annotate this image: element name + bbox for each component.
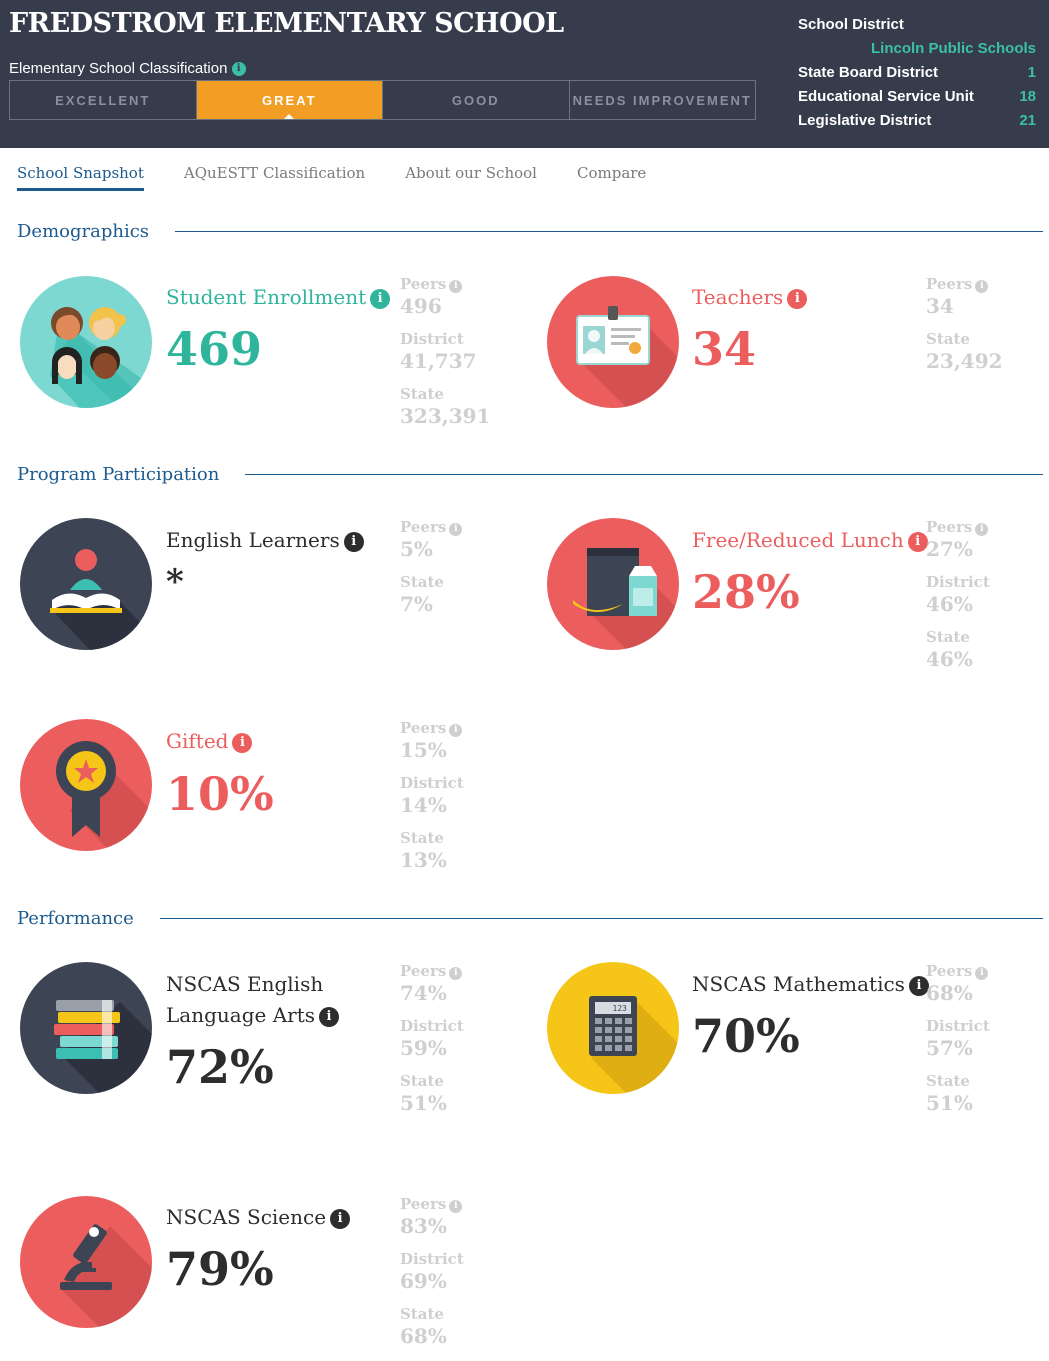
math-value: 70% [692,1009,800,1063]
school-district-link[interactable]: Lincoln Public Schools [870,39,1036,57]
lunch-bag-icon [547,518,679,650]
award-ribbon-icon [20,719,152,851]
ela-value: 72% [166,1040,274,1094]
info-icon[interactable]: i [343,532,364,552]
teachers-value: 34 [692,322,757,376]
student-enrollment-value: 469 [166,322,263,376]
state-board-row: State Board District 1 [798,63,1036,81]
info-icon[interactable]: i [232,733,253,753]
info-icon[interactable]: i [449,967,463,980]
info-icon[interactable]: i [319,1007,339,1027]
rating-needs-improvement: NEEDS IMPROVEMENT [572,92,752,108]
info-icon[interactable]: i [907,532,928,552]
info-icon[interactable]: i [370,289,391,309]
rating-excellent: EXCELLENT [10,81,197,119]
science-value: 79% [166,1242,274,1296]
info-icon[interactable]: i [449,280,463,293]
ela-title: NSCAS English Language Arts i [166,969,339,1031]
info-icon[interactable]: i [908,976,929,996]
info-icon[interactable]: i [449,523,463,536]
performance-header: Performance [17,908,1043,929]
classification-ratings: EXCELLENT GREAT GOOD NEEDS IMPROVEMENT [9,80,756,120]
reader-book-icon [20,518,152,650]
rating-great: GREAT [196,81,383,119]
calculator-display: 123 [613,1004,628,1013]
info-icon[interactable]: i [975,280,989,293]
info-icon[interactable]: i [787,289,808,309]
english-learners-comparison: Peers i 5% State 7% [400,518,463,628]
teachers-title: Teachers i [692,282,808,313]
lunch-comparison: Peers i 27% District 46% State 46% [926,518,990,671]
free-reduced-lunch-title: Free/Reduced Lunch i [692,525,928,556]
info-icon[interactable]: i [449,1200,463,1213]
district-info: School District Lincoln Public Schools S… [798,12,1036,132]
gifted-title: Gifted i [166,726,253,757]
info-icon[interactable]: i [975,967,989,980]
id-badge-icon [547,276,679,408]
rating-good: GOOD [383,81,570,119]
program-participation-header: Program Participation [17,464,1043,485]
calculator-icon: 123 [547,962,679,1094]
science-comparison: Peers i 83% District 69% State 68% [400,1195,464,1348]
microscope-icon [20,1196,152,1328]
english-learners-title: English Learners i [166,525,364,556]
math-comparison: Peers i 68% District 57% State 51% [926,962,990,1115]
science-title: NSCAS Science i [166,1202,351,1233]
tab-school-snapshot[interactable]: School Snapshot [17,164,144,191]
gifted-value: 10% [166,767,274,821]
tab-aquestt-classification[interactable]: AQuESTT Classification [183,164,366,182]
school-district-row: School District [798,15,904,33]
info-icon[interactable]: i [975,523,989,536]
info-icon[interactable]: i [231,62,246,77]
student-enrollment-title: Student Enrollment i [166,282,391,313]
students-icon [20,276,152,408]
tab-bar: School Snapshot AQuESTT Classification A… [17,164,646,191]
free-reduced-lunch-value: 28% [692,565,800,619]
legislative-row: Legislative District 21 [798,111,1036,129]
books-stack-icon [20,962,152,1094]
info-icon[interactable]: i [449,724,463,737]
demographics-header: Demographics [17,221,1043,242]
teachers-comparison: Peers i 34 State 23,492 [926,275,1003,373]
tab-about-our-school[interactable]: About our School [405,164,537,182]
school-name: FREDSTROM ELEMENTARY SCHOOL [9,8,564,39]
esu-row: Educational Service Unit 18 [798,87,1036,105]
school-header: FREDSTROM ELEMENTARY SCHOOL Elementary S… [0,0,1049,148]
english-learners-value: * [166,562,184,602]
classification-label: Elementary School Classification i [9,60,246,77]
enrollment-comparison: Peers i 496 District 41,737 State 323,391 [400,275,491,428]
gifted-comparison: Peers i 15% District 14% State 13% [400,719,464,872]
info-icon[interactable]: i [330,1209,351,1229]
tab-compare[interactable]: Compare [576,164,647,182]
ela-comparison: Peers i 74% District 59% State 51% [400,962,464,1115]
math-title: NSCAS Mathematics i [692,969,929,1000]
